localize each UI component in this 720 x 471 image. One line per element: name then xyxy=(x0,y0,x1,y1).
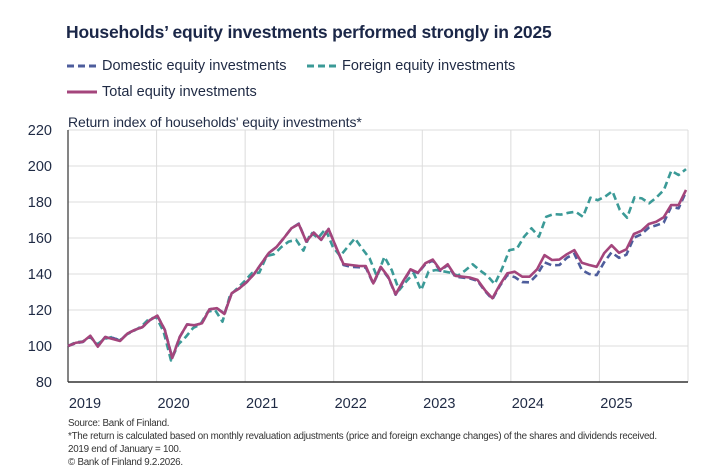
chart-title: Households’ equity investments performed… xyxy=(66,22,552,42)
x-tick-label: 2024 xyxy=(512,396,544,412)
legend-label: Total equity investments xyxy=(102,84,257,100)
x-tick-label: 2019 xyxy=(69,396,101,412)
legend-item-domestic: Domestic equity investments xyxy=(66,58,287,74)
legend-label: Foreign equity investments xyxy=(342,58,516,74)
x-tick-label: 2021 xyxy=(246,396,278,412)
y-tick-label: 120 xyxy=(28,303,52,319)
legend-swatch-total xyxy=(67,90,97,94)
footer-note: *The return is calculated based on month… xyxy=(68,431,657,442)
footer-source: Source: Bank of Finland. xyxy=(68,418,170,429)
x-tick-label: 2022 xyxy=(335,396,367,412)
y-tick-label: 220 xyxy=(28,123,52,139)
y-tick-label: 140 xyxy=(28,267,52,283)
series-line-total xyxy=(67,189,688,360)
x-tick-label: 2023 xyxy=(423,396,455,412)
x-tick-label: 2020 xyxy=(157,396,189,412)
footer-base: 2019 end of January = 100. xyxy=(68,444,182,455)
y-tick-label: 180 xyxy=(28,195,52,211)
legend-item-foreign: Foreign equity investments xyxy=(306,58,515,74)
y-tick-label: 100 xyxy=(28,339,52,355)
y-tick-label: 160 xyxy=(28,231,52,247)
series-line-foreign xyxy=(67,168,687,362)
legend-swatch-domestic xyxy=(67,64,97,68)
y-tick-label: 80 xyxy=(36,375,52,391)
footer-copyright: © Bank of Finland 9.2.2026. xyxy=(68,457,183,468)
legend-label: Domestic equity investments xyxy=(102,58,287,74)
legend-item-total: Total equity investments xyxy=(66,84,257,100)
x-tick-label: 2025 xyxy=(600,396,632,412)
legend-swatch-foreign xyxy=(307,64,337,68)
chart-subtitle: Return index of households' equity inves… xyxy=(68,114,362,130)
y-tick-label: 200 xyxy=(28,159,52,175)
